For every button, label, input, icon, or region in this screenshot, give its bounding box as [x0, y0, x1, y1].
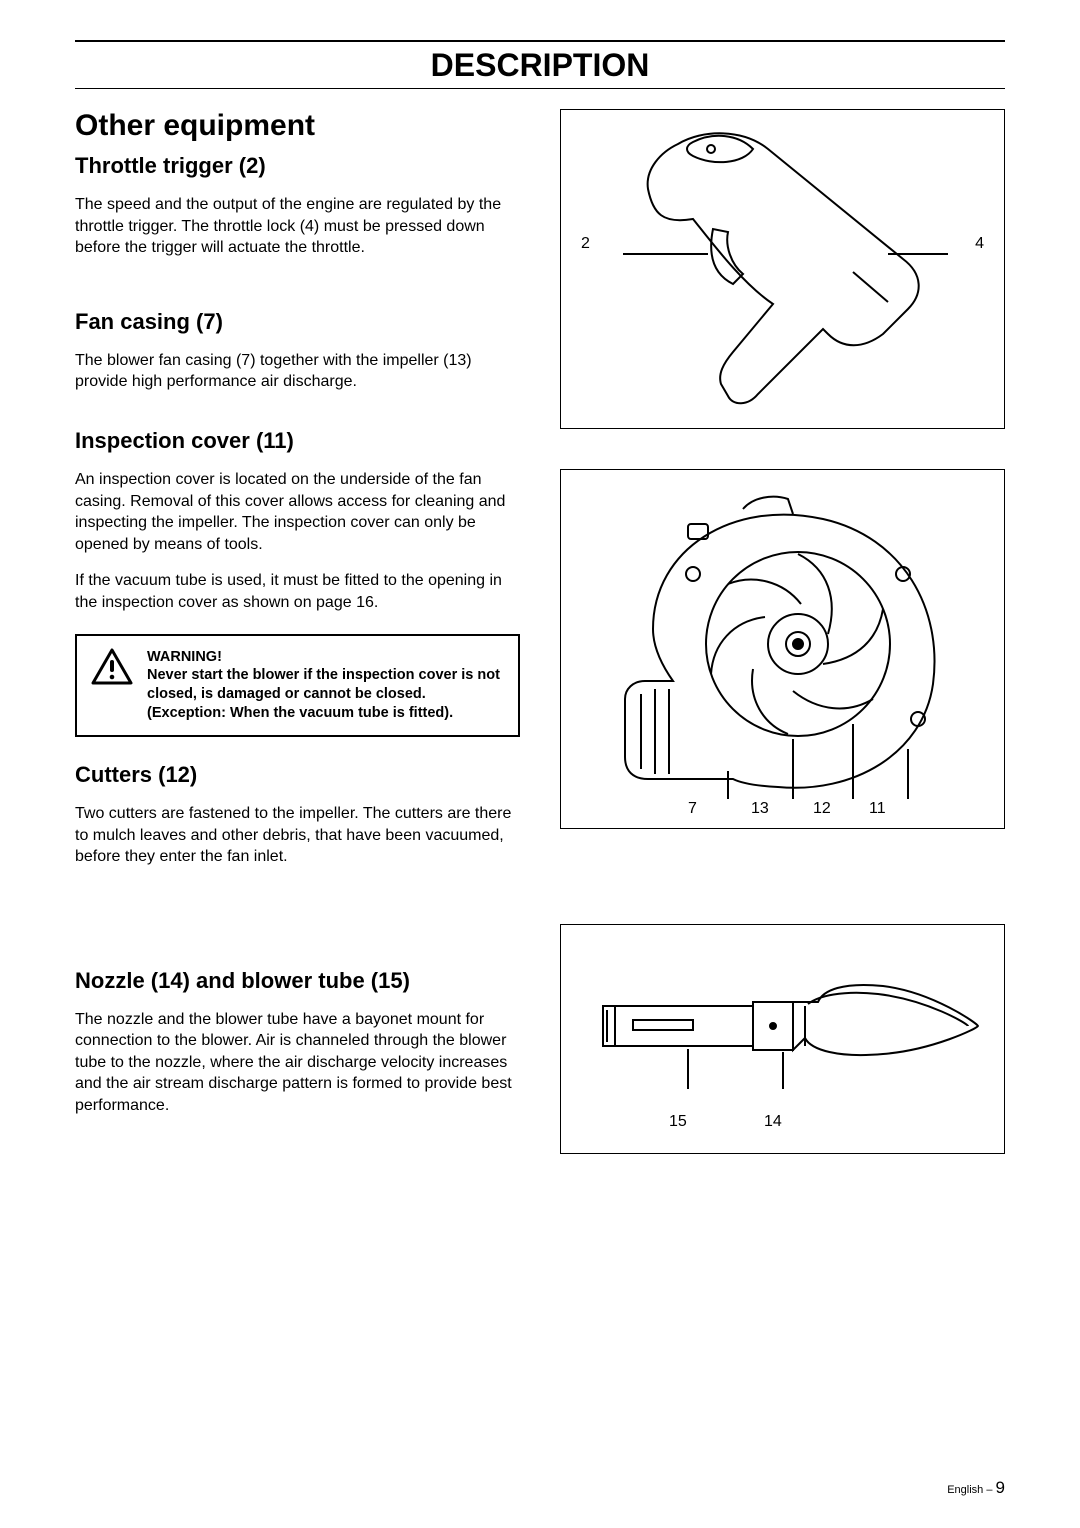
nozzle-body: The nozzle and the blower tube have a ba… — [75, 1009, 520, 1117]
fan-heading: Fan casing (7) — [75, 309, 520, 335]
warning-text-wrap: WARNING! Never start the blower if the i… — [147, 648, 504, 723]
main-heading: Other equipment — [75, 109, 520, 143]
two-column-layout: Other equipment Throttle trigger (2) The… — [75, 109, 1005, 1154]
footer-page-number: 9 — [996, 1478, 1005, 1497]
callout-15: 15 — [669, 1113, 687, 1131]
nozzle-illustration — [583, 954, 983, 1124]
warning-text: Never start the blower if the inspection… — [147, 666, 504, 723]
fan-illustration — [593, 489, 973, 809]
callout-4: 4 — [975, 235, 984, 253]
figure-nozzle: 15 14 — [560, 924, 1005, 1154]
right-column: 2 4 — [560, 109, 1005, 1154]
page-header: DESCRIPTION — [75, 47, 1005, 84]
header-underline — [75, 88, 1005, 89]
trigger-illustration — [593, 124, 973, 414]
throttle-body: The speed and the output of the engine a… — [75, 194, 520, 259]
callout-7: 7 — [688, 800, 697, 818]
callout-14: 14 — [764, 1113, 782, 1131]
inspection-body1: An inspection cover is located on the un… — [75, 469, 520, 555]
figure-fan-casing: 7 13 12 11 — [560, 469, 1005, 829]
footer-lang: English – — [947, 1484, 995, 1496]
throttle-heading: Throttle trigger (2) — [75, 153, 520, 179]
inspection-body2: If the vacuum tube is used, it must be f… — [75, 570, 520, 613]
warning-icon — [91, 648, 133, 691]
page-footer: English – 9 — [947, 1478, 1005, 1498]
warning-box: WARNING! Never start the blower if the i… — [75, 634, 520, 737]
callout-11: 11 — [869, 800, 886, 818]
callout-13: 13 — [751, 800, 769, 818]
cutters-heading: Cutters (12) — [75, 762, 520, 788]
cutters-body: Two cutters are fastened to the impeller… — [75, 803, 520, 868]
nozzle-heading: Nozzle (14) and blower tube (15) — [75, 968, 520, 994]
warning-title: WARNING! — [147, 648, 504, 667]
figure-trigger: 2 4 — [560, 109, 1005, 429]
left-column: Other equipment Throttle trigger (2) The… — [75, 109, 520, 1154]
inspection-heading: Inspection cover (11) — [75, 428, 520, 454]
callout-12: 12 — [813, 800, 831, 818]
callout-2: 2 — [581, 235, 590, 253]
fan-body: The blower fan casing (7) together with … — [75, 350, 520, 393]
top-rule — [75, 40, 1005, 42]
